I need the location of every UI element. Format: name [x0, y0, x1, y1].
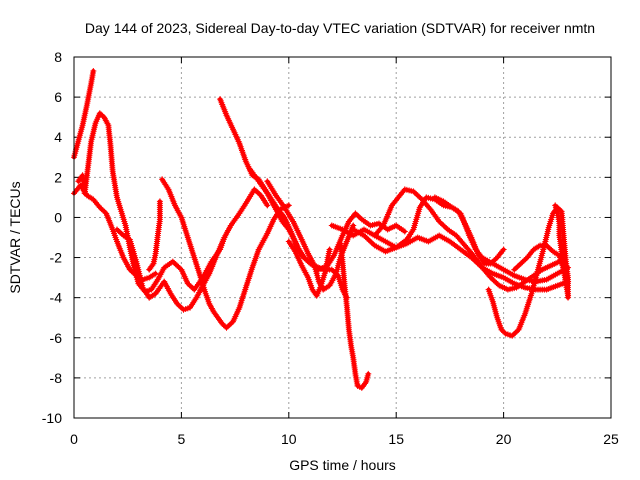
data-point [301, 255, 308, 262]
series-markers [285, 238, 333, 299]
data-point [379, 223, 386, 230]
series-track-10 [285, 238, 333, 299]
plot-frame [73, 56, 612, 419]
y-tick-label: 8 [54, 49, 62, 65]
data-point [98, 111, 105, 118]
data-point [492, 278, 498, 285]
data-point [285, 202, 292, 209]
x-tick-label: 10 [281, 431, 297, 447]
series-markers [371, 186, 563, 293]
data-point [487, 274, 494, 281]
x-tick-label: 20 [496, 431, 512, 447]
data-point [298, 252, 305, 259]
data-point [365, 370, 372, 377]
y-tick-label: -10 [42, 410, 62, 426]
tick-labels: 0 5 10 15 20 25 -10 -8 -6 -4 -2 0 2 4 6 8 [42, 49, 619, 447]
data-point [96, 110, 103, 117]
grid-lines [74, 57, 611, 418]
series-markers [71, 68, 97, 161]
data-point [565, 292, 572, 299]
data-point [410, 188, 417, 195]
series-markers [146, 198, 163, 273]
data-point [401, 228, 408, 235]
series-markers [552, 202, 572, 285]
data-point [500, 246, 507, 253]
data-point [426, 205, 433, 211]
data-point [440, 222, 447, 229]
y-tick-label: -4 [50, 290, 63, 306]
x-tick-label: 25 [603, 431, 619, 447]
y-tick-label: 0 [54, 209, 62, 225]
data-point [174, 262, 181, 269]
data-point [326, 246, 333, 253]
data-point [90, 68, 97, 75]
data-series [71, 68, 572, 391]
data-point [414, 192, 421, 199]
series-track-4 [114, 186, 271, 313]
data-point [169, 258, 176, 265]
series-track-18 [552, 202, 572, 285]
series-track-15 [431, 194, 507, 267]
data-point [172, 261, 179, 268]
data-point [416, 193, 423, 200]
series-markers [114, 186, 271, 313]
series-track-5 [146, 198, 163, 273]
x-tick-label: 0 [70, 431, 78, 447]
data-point [264, 202, 271, 209]
series-markers [485, 204, 572, 339]
data-point [441, 223, 448, 230]
data-point [303, 256, 309, 263]
data-point [498, 326, 505, 333]
data-point [490, 277, 497, 284]
data-point [486, 273, 493, 280]
data-point [501, 329, 508, 336]
x-tick-label: 15 [388, 431, 404, 447]
x-axis-label: GPS time / hours [289, 457, 396, 473]
y-tick-label: 6 [54, 89, 62, 105]
x-tick-label: 5 [178, 431, 186, 447]
series-track-11 [337, 240, 372, 391]
y-tick-label: 4 [54, 129, 62, 145]
data-point [411, 189, 418, 196]
data-point [499, 328, 506, 335]
series-track-1 [71, 68, 97, 161]
series-markers [431, 194, 507, 267]
y-axis-label: SDTVAR / TECUs [7, 181, 23, 293]
series-track-14 [371, 186, 563, 293]
data-point [156, 198, 163, 205]
series-track-6 [159, 176, 292, 331]
data-point [494, 281, 501, 288]
y-tick-label: -6 [50, 330, 63, 346]
data-point [219, 320, 226, 327]
data-point [152, 270, 159, 277]
series-markers [159, 176, 292, 331]
chart-title: Day 144 of 2023, Sidereal Day-to-day VTE… [85, 20, 595, 36]
y-tick-label: -2 [50, 250, 63, 266]
y-tick-label: -8 [50, 370, 63, 386]
data-point [436, 218, 443, 225]
data-point [437, 219, 444, 226]
series-markers [337, 240, 372, 391]
data-point [565, 278, 572, 285]
y-tick-label: 2 [54, 169, 62, 185]
series-track-16 [485, 204, 572, 339]
